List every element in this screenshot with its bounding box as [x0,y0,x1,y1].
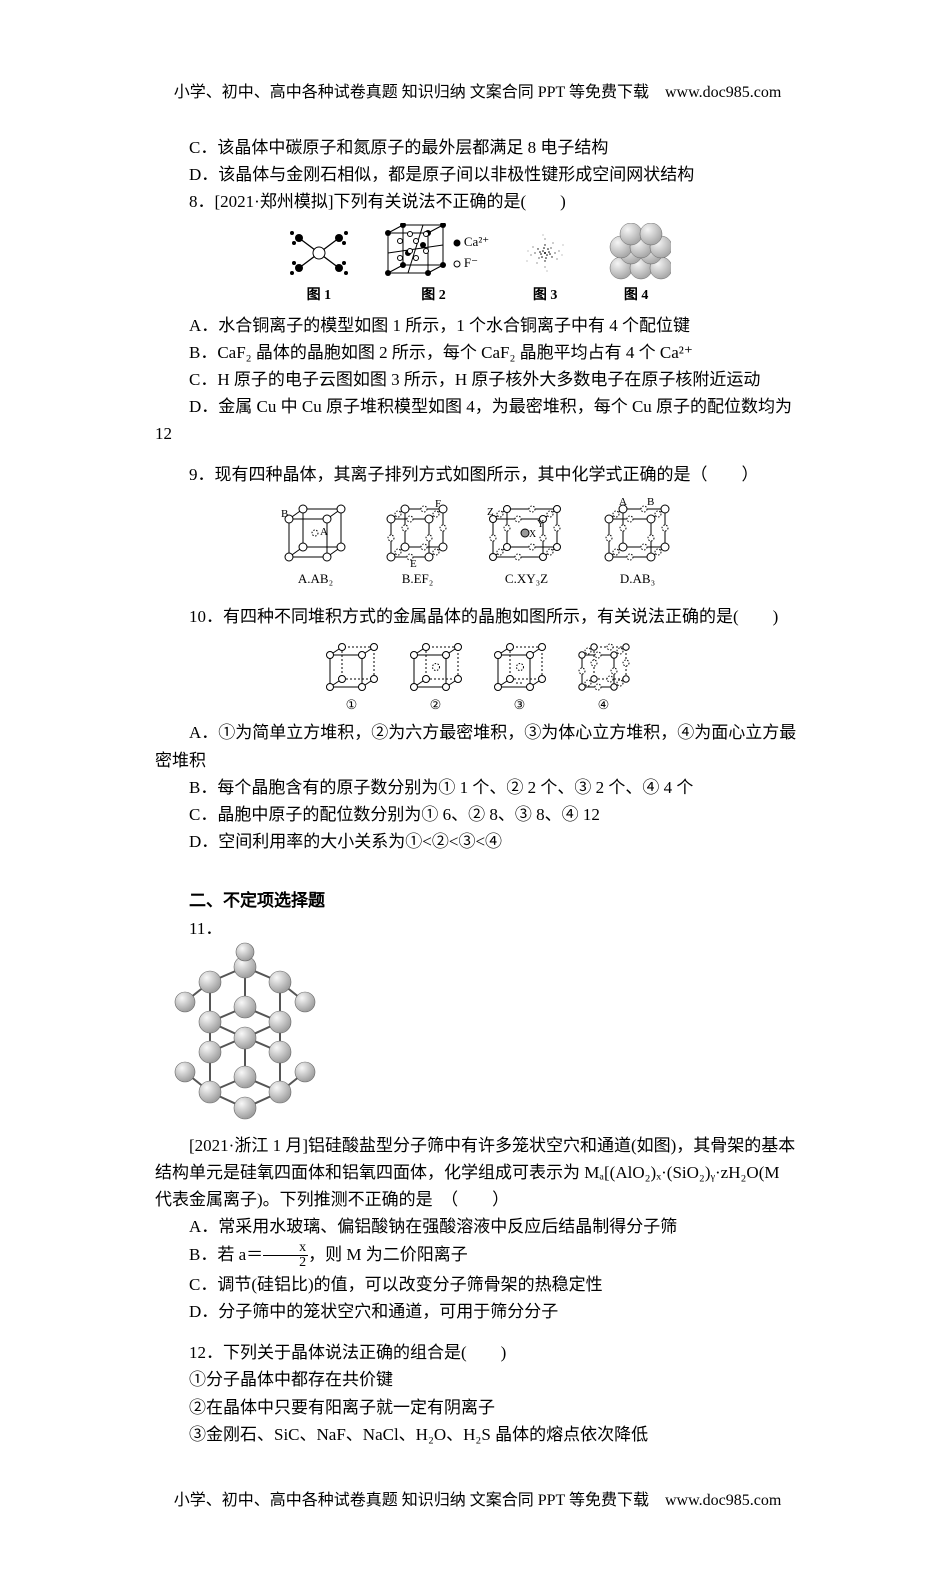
q8-fig4-label: 图 4 [624,285,649,307]
svg-text:A: A [619,497,627,508]
q10-b: B．每个晶胞含有的原子数分别为① 1 个、② 2 个、③ 2 个、④ 4 个 [155,774,800,801]
q11-d: D．分子筛中的笼状空穴和通道，可用于筛分分子 [155,1298,800,1325]
q10-label1: ① [346,695,358,716]
q9-figB: F E B.EF₂ [379,497,457,590]
q8-fig2: Ca²⁺ F⁻ 图 2 [378,223,489,307]
q10-label2: ② [430,695,442,716]
q8-fig3: 图 3 [513,223,577,307]
q8-b: B．CaF₂ 晶体的晶胞如图 2 所示，每个 CaF₂ 晶胞平均占有 4 个 C… [155,339,800,366]
q10-fig4: ④ [574,639,634,716]
svg-text:Y: Y [537,519,544,530]
q10-stem: 10．有四种不同堆积方式的金属晶体的晶胞如图所示，有关说法正确的是( ) [155,603,800,630]
q10-label3: ③ [514,695,526,716]
q9-stem: 9．现有四种晶体，其离子排列方式如图所示，其中化学式正确的是（ ） [155,461,800,488]
q10-figure-row: ① ② [155,639,800,716]
pre-option-c: C．该晶体中碳原子和氮原子的最外层都满足 8 电子结构 [155,134,800,161]
q9-labelA: A.AB₂ [298,569,333,590]
q10-d: D．空间利用率的大小关系为①<②<③<④ [155,828,800,855]
q8-a: A．水合铜离子的模型如图 1 所示，1 个水合铜离子中有 4 个配位键 [155,312,800,339]
q11-figure [155,942,800,1132]
svg-text:A: A [320,526,328,538]
q9-figD: A B D.AB₃ [597,497,679,590]
q8-fig1: 图 1 [284,223,354,307]
q10-c: C．晶胞中原子的配位数分别为① 6、② 8、③ 8、④ 12 [155,801,800,828]
q8-fig2-legend: Ca²⁺ F⁻ [452,232,489,274]
page-footer: 小学、初中、高中各种试卷真题 知识归纳 文案合同 PPT 等免费下载 www.d… [155,1488,800,1514]
q8-fig4: 图 4 [601,223,671,307]
section2-title: 二、不定项选择题 [155,887,800,914]
svg-text:B: B [281,508,288,520]
q10-a: A．①为简单立方堆积，②为六方最密堆积，③为体心立方堆积，④为面心立方最密堆积 [155,719,800,773]
q8-c: C．H 原子的电子云图如图 3 所示，H 原子核外大多数电子在原子核附近运动 [155,366,800,393]
q11-c: C．调节(硅铝比)的值，可以改变分子筛骨架的热稳定性 [155,1271,800,1298]
page-header: 小学、初中、高中各种试卷真题 知识归纳 文案合同 PPT 等免费下载 www.d… [155,80,800,106]
q9-figA: B A A.AB₂ [277,497,355,590]
q11-a: A．常采用水玻璃、偏铝酸钠在强酸溶液中反应后结晶制得分子筛 [155,1213,800,1240]
svg-text:F: F [435,498,441,510]
q9-labelC: C.XY₃Z [505,569,548,590]
q11-b: B．若 a＝x2，则 M 为二价阳离子 [155,1241,800,1271]
q12-iii: ③金刚石、SiC、NaF、NaCl、H₂O、H₂S 晶体的熔点依次降低 [155,1421,800,1448]
q10-label4: ④ [598,695,610,716]
q10-fig3: ③ [490,639,550,716]
q9-figC: Z X Y C.XY₃Z [481,497,573,590]
legend-f: F⁻ [464,253,478,274]
q8-figure-row: 图 1 [155,223,800,307]
q10-fig2: ② [406,639,466,716]
svg-text:E: E [410,558,417,569]
q11-num: 11． [155,915,800,942]
q12-ii: ②在晶体中只要有阳离子就一定有阴离子 [155,1394,800,1421]
q8-fig3-label: 图 3 [533,285,558,307]
q10-fig1: ① [322,639,382,716]
q8-fig2-label: 图 2 [421,285,446,307]
pre-option-d: D．该晶体与金刚石相似，都是原子间以非极性键形成空间网状结构 [155,161,800,188]
svg-text:Z: Z [487,506,494,518]
svg-text:X: X [529,529,537,540]
q9-labelB: B.EF₂ [402,569,434,590]
q8-d: D．金属 Cu 中 Cu 原子堆积模型如图 4，为最密堆积，每个 Cu 原子的配… [155,393,800,447]
q9-figure-row: B A A.AB₂ [155,497,800,590]
q8-stem: 8．[2021·郑州模拟]下列有关说法不正确的是( ) [155,188,800,215]
legend-ca: Ca²⁺ [464,232,489,253]
q11-stem: [2021·浙江 1 月]铝硅酸盐型分子筛中有许多笼状空穴和通道(如图)，其骨架… [155,1132,800,1214]
q8-fig1-label: 图 1 [307,285,332,307]
q9-labelD: D.AB₃ [620,569,655,590]
svg-text:B: B [647,497,654,508]
q12-stem: 12．下列关于晶体说法正确的组合是( ) [155,1339,800,1366]
q12-i: ①分子晶体中都存在共价键 [155,1366,800,1393]
